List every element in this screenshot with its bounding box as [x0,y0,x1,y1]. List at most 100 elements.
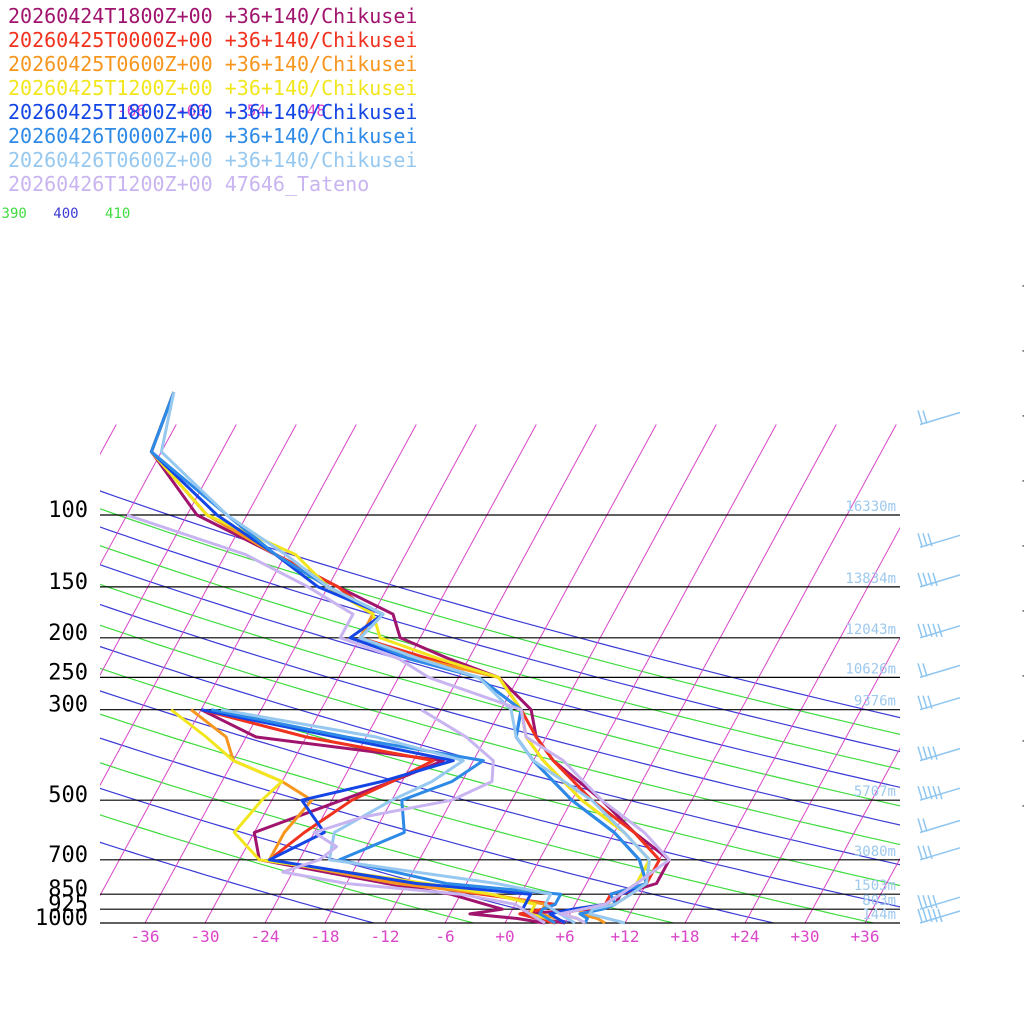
temp-tick--6: -6 [435,927,454,946]
series-2 [149,391,651,925]
dry-adiabat-420 [100,490,900,719]
wind-barb-300 [917,695,961,711]
wind-barb-925 [917,894,961,910]
dry-adiabat-340 [100,645,900,866]
height-label-925: 803m [862,893,896,909]
theta-label-400: 400 [53,206,78,222]
temp-tick--12: -12 [371,927,400,946]
right-mark-1: - [1020,343,1024,359]
theta-label-390: 390 [2,206,27,222]
wind-barb-120 [917,533,961,549]
theta-label-410: 410 [105,206,130,222]
dry-adiabat-310 [100,713,874,924]
dry-adiabat-410 [100,508,900,735]
height-label-200: 12043m [845,622,896,638]
series-7 [126,513,671,925]
height-label-850: 1503m [854,878,896,894]
temperature-line-3 [149,391,651,925]
sounding-series [126,391,671,925]
dry-adiabat-380 [100,564,900,788]
wind-barb-1000 [917,908,961,924]
temp-tick-+30: +30 [791,927,820,946]
dewpoint-line-0 [200,708,546,925]
pressure-label-925: 925 [48,892,88,917]
pressure-label-700: 700 [48,843,88,868]
legend-entry-3: 20260425T1200Z+00 +36+140/Chikusei [8,76,417,100]
dry-adiabat-260 [100,841,374,924]
right-mark-5: - [1020,603,1024,619]
wind-barb-250 [917,663,961,679]
temp-tick--18: -18 [311,927,340,946]
height-label-250: 10626m [845,661,896,677]
upper-isotherm-label--66: -66 [117,101,146,120]
isotherm-24 [744,637,900,924]
pressure-label-200: 200 [48,621,88,646]
isotherm-30 [804,747,900,924]
temp-tick-+24: +24 [731,927,760,946]
isotherm--6 [444,424,717,924]
isotherm--24 [264,424,537,924]
upper-isotherm-label--54: -54 [237,101,266,120]
isotherm--12 [384,424,657,924]
pressure-label-500: 500 [48,783,88,808]
dewpoint-line-7 [281,708,546,925]
pressure-label-850: 850 [48,877,88,902]
legend-entry-4: 20260425T1800Z+00 +36+140/Chikusei [8,100,417,124]
height-label-700: 3080m [854,844,896,860]
wind-barb-400 [917,746,961,762]
isotherm--42 [100,424,357,897]
legend-entry-5: 20260426T0000Z+00 +36+140/Chikusei [8,124,417,148]
height-label-100: 16330m [845,499,896,515]
right-mark-8: - [1020,798,1024,814]
right-mark-3: - [1020,473,1024,489]
pressure-label-1000: 1000 [35,906,88,931]
axis-labels: 100 16330m 150 13834m 200 12043m 250 10626m 300 9… [2,101,1024,946]
height-label-300: 9376m [854,694,896,710]
dry-adiabat-270 [100,814,474,924]
dry-adiabat-390 [100,545,900,770]
temp-tick--30: -30 [191,927,220,946]
isotherm-18 [684,526,900,924]
dry-adiabat-370 [100,583,900,807]
isotherm-6 [564,424,837,924]
height-label-500: 5707m [854,784,896,800]
isotherm--30 [204,424,477,924]
legend-entry-2: 20260425T0600Z+00 +36+140/Chikusei [8,52,417,76]
isotherm--48 [100,424,297,787]
height-label-1000: 144m [862,907,896,923]
temp-tick-+6: +6 [555,927,574,946]
temperature-line-2 [149,391,651,925]
right-mark-4: - [1020,538,1024,554]
temp-tick--36: -36 [131,927,160,946]
upper-isotherm-label--60: -60 [177,101,206,120]
dry-adiabat-400 [100,526,900,753]
pressure-label-250: 250 [48,660,88,685]
right-mark-6: - [1020,668,1024,684]
wind-barb-150 [917,572,961,588]
wind-barb-700 [917,845,961,861]
isotherm--36 [144,424,417,924]
wind-barb-600 [917,818,961,834]
isotherm--60 [100,424,177,566]
isotherm-lines [100,424,900,924]
series-3 [149,391,651,925]
isotherm-0 [504,424,777,924]
upper-isotherm-label--48: -48 [297,101,326,120]
temp-tick-+36: +36 [851,927,880,946]
wind-barb-200 [917,623,961,639]
dry-adiabat-320 [100,690,900,908]
wind-barb-500 [917,785,961,801]
legend-entry-7: 20260426T1200Z+00 47646_Tateno [8,172,369,196]
temp-tick-+12: +12 [611,927,640,946]
wind-barbs [917,410,961,924]
legend: 20260424T1800Z+00 +36+140/Chikusei202604… [8,4,417,196]
wind-barb-60 [917,410,961,426]
dry-adiabat-350 [100,624,900,846]
legend-entry-0: 20260424T1800Z+00 +36+140/Chikusei [8,4,417,28]
dewpoint-line-5 [210,708,563,925]
legend-entry-6: 20260426T0600Z+00 +36+140/Chikusei [8,148,417,172]
legend-entry-1: 20260425T0000Z+00 +36+140/Chikusei [8,28,417,52]
temperature-line-7 [126,513,671,925]
right-mark-0: - [1020,278,1024,294]
